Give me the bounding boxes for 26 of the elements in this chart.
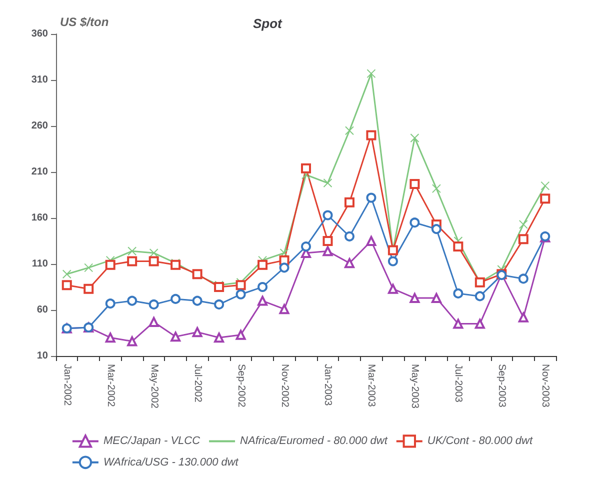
- legend-label: WAfrica/USG - 130.000 dwt: [103, 456, 240, 468]
- legend-label: NAfrica/Euromed - 80.000 dwt: [240, 435, 388, 448]
- y-axis-title: US $/ton: [60, 15, 109, 29]
- x-tick-label: Nov-2002: [278, 364, 290, 408]
- x-tick-label: Sep-2002: [235, 364, 246, 408]
- legend-label: UK/Cont - 80.000 dwt: [427, 435, 534, 448]
- y-tick-label: 10: [36, 350, 48, 362]
- y-tick-label: 210: [31, 166, 48, 178]
- x-tick-label: Mar-2003: [366, 364, 377, 408]
- x-tick-label: May-2002: [148, 364, 160, 409]
- y-tick-label: 310: [31, 74, 48, 86]
- x-tick-label: Sep-2003: [496, 364, 508, 408]
- x-tick-label: Jul-2002: [192, 364, 203, 403]
- chart-title: Spot: [253, 16, 283, 31]
- y-tick-label: 360: [31, 28, 48, 40]
- y-tick-label: 110: [32, 258, 48, 270]
- y-tick-label: 60: [36, 304, 48, 316]
- legend-label: MEC/Japan - VLCC: [103, 435, 200, 448]
- x-tick-label: May-2003: [409, 364, 420, 409]
- x-tick-label: Jul-2003: [452, 364, 464, 403]
- y-tick-label: 260: [31, 120, 48, 132]
- x-tick-label: Jan-2002: [61, 364, 72, 406]
- x-tick-label: Nov-2003: [540, 364, 551, 408]
- x-tick-label: Mar-2002: [104, 364, 116, 408]
- y-tick-label: 160: [31, 212, 48, 224]
- x-tick-label: Jan-2003: [322, 364, 334, 406]
